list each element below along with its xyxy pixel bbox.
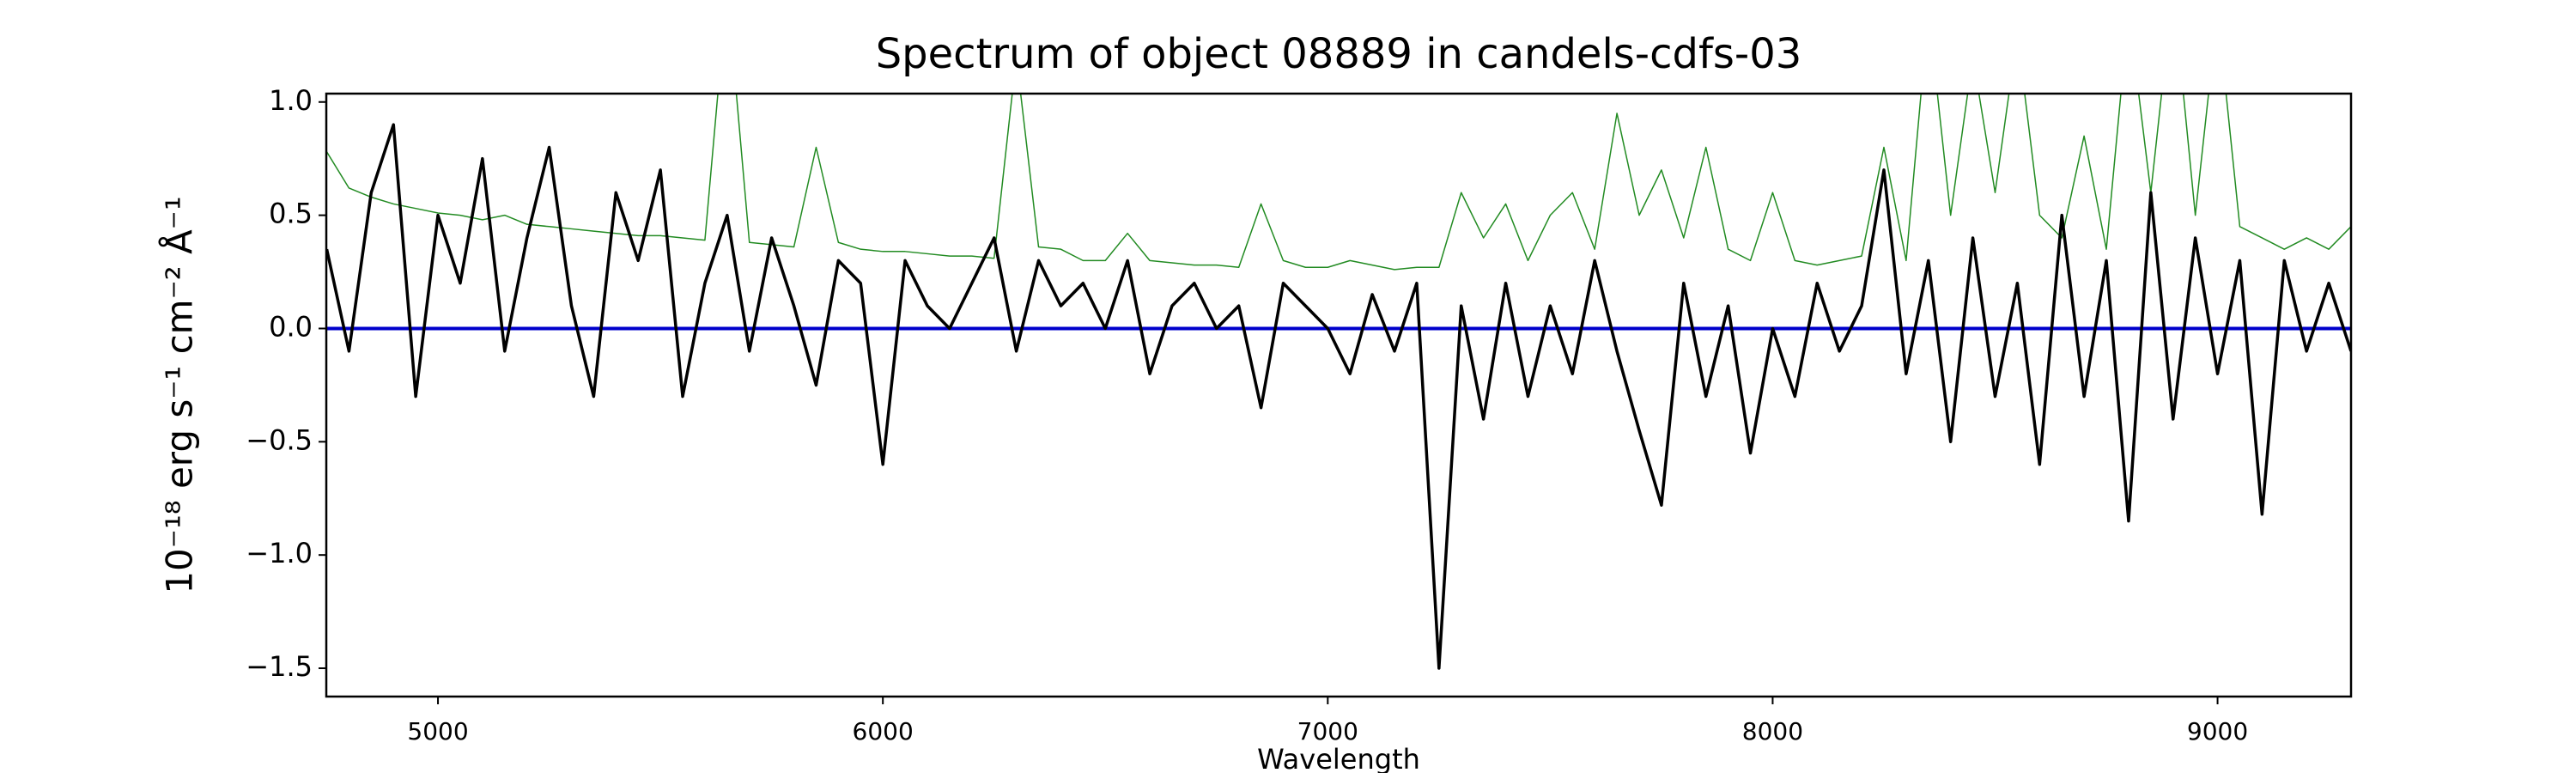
x-tick-label: 7000 <box>1297 717 1358 746</box>
y-tick-label: 0.0 <box>269 310 313 343</box>
y-tick-label: −0.5 <box>246 423 313 456</box>
y-tick-label: −1.0 <box>246 537 313 569</box>
x-tick-label: 9000 <box>2187 717 2248 746</box>
x-tick-label: 5000 <box>407 717 468 746</box>
plot-frame <box>325 92 2353 698</box>
x-tick-label: 6000 <box>853 717 914 746</box>
spectrum-line <box>326 94 2351 271</box>
plot-area <box>326 94 2351 670</box>
x-tick-label: 8000 <box>1742 717 1803 746</box>
y-axis-label: 10⁻¹⁸ erg s⁻¹ cm⁻² Å⁻¹ <box>158 196 201 593</box>
chart-title: Spectrum of object 08889 in candels-cdfs… <box>876 30 1802 78</box>
y-tick-label: 0.5 <box>269 198 313 230</box>
spectrum-line <box>326 123 2351 670</box>
x-axis-label: Wavelength <box>1257 743 1420 773</box>
y-tick-label: 1.0 <box>269 84 313 117</box>
y-tick-label: −1.5 <box>246 650 313 683</box>
